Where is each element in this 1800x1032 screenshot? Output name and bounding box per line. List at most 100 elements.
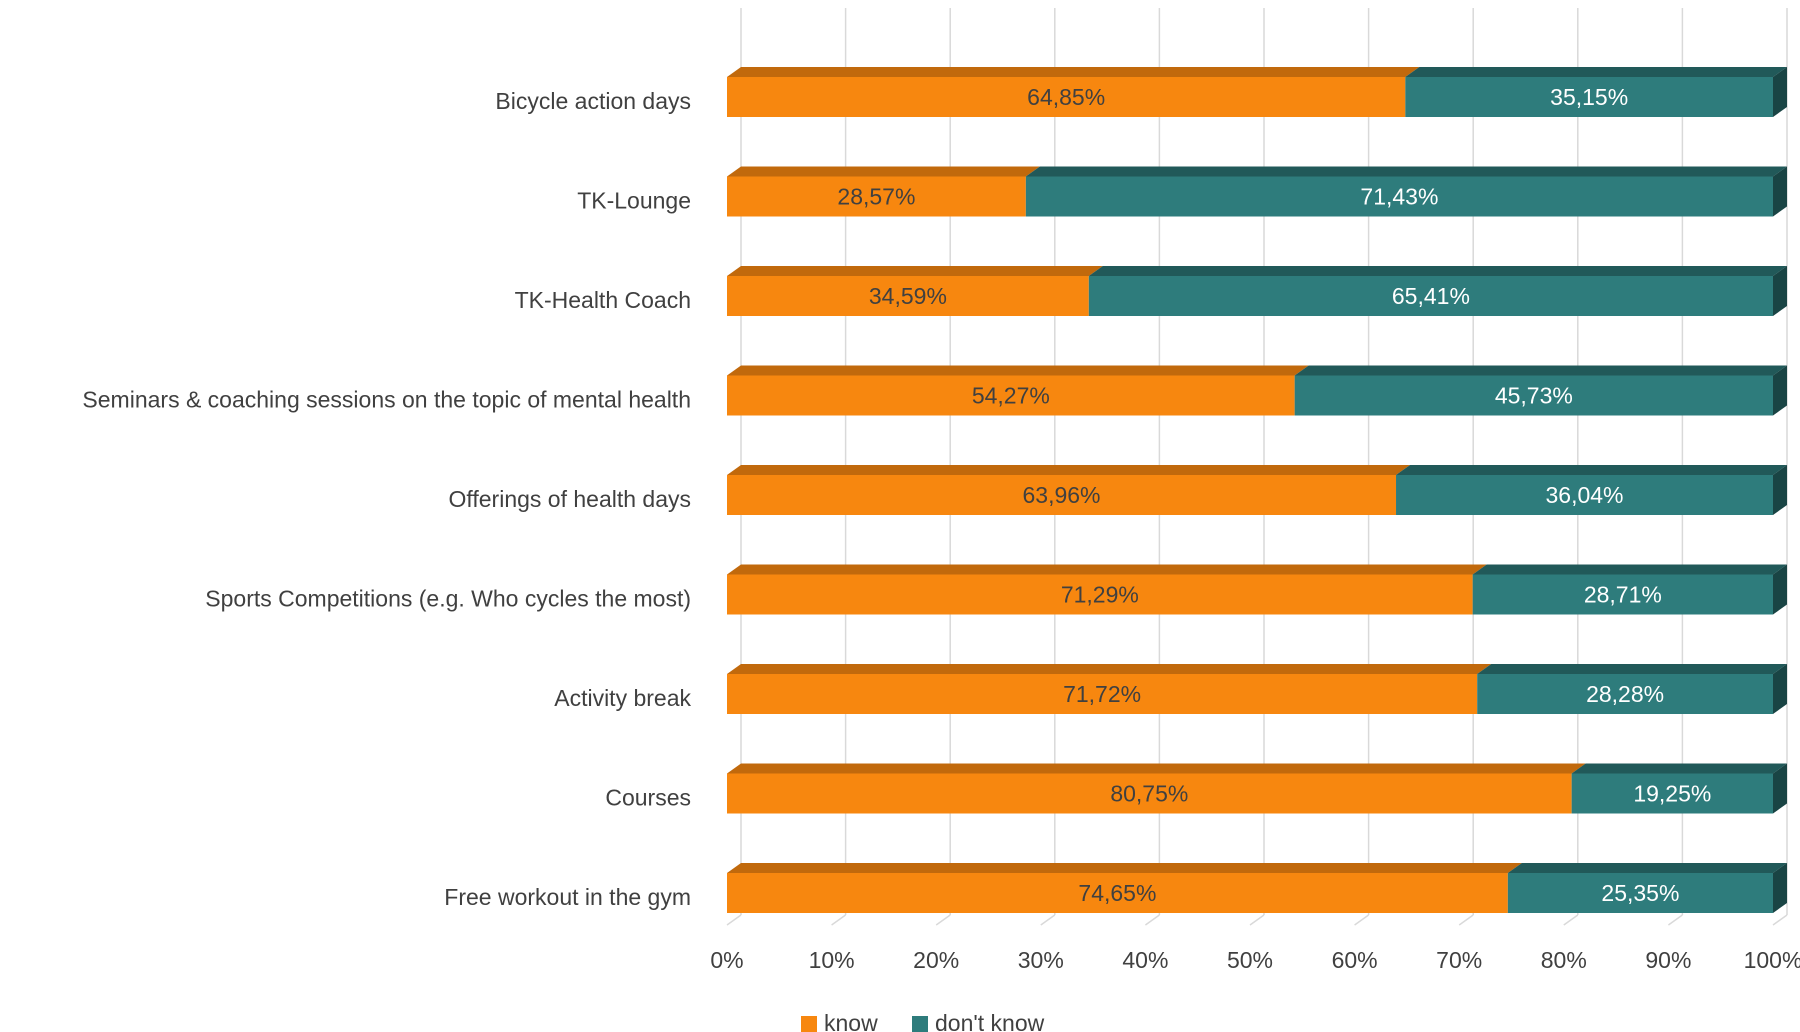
floor-gridline (1249, 914, 1265, 926)
floor-gridline (1144, 914, 1160, 926)
bar-top-know (727, 67, 1420, 77)
legend-label-dont-know: don't know (935, 1010, 1045, 1032)
category-label: TK-Lounge (577, 188, 691, 214)
data-label-know: 54,27% (972, 383, 1050, 409)
bar-top-know (727, 166, 1040, 177)
x-tick-label: 100% (1744, 947, 1800, 973)
bar-side-dont-know (1773, 67, 1787, 117)
bar-top-know (727, 465, 1411, 475)
bar-side-dont-know (1773, 465, 1787, 515)
floor-gridline (1458, 914, 1474, 926)
category-labels: Bicycle action days TK-Lounge TK-Health Co… (82, 88, 691, 910)
bar-top-know (727, 365, 1309, 376)
bar-dont-know (1294, 375, 1773, 416)
data-label-know: 71,72% (1063, 681, 1141, 707)
bar-dont-know (1472, 574, 1773, 615)
bar-side-dont-know (1773, 266, 1787, 316)
floor-gridline (726, 914, 742, 926)
data-label-know: 71,29% (1061, 582, 1139, 608)
bar-know (727, 276, 1089, 316)
data-label-dont-know: 19,25% (1633, 781, 1711, 807)
bar-know (727, 674, 1478, 714)
legend-label-know: know (824, 1010, 878, 1032)
data-label-know: 80,75% (1110, 781, 1188, 807)
bar-side-dont-know (1773, 564, 1787, 615)
bar-dont-know (1507, 873, 1773, 913)
bar-dont-know (1405, 77, 1773, 117)
bar-dont-know (1088, 276, 1773, 316)
x-tick-label: 60% (1332, 947, 1378, 973)
data-label-know: 63,96% (1023, 482, 1101, 508)
bar-top-dont-know (1396, 465, 1787, 475)
data-label-know: 34,59% (869, 283, 947, 309)
x-axis-tick-labels: 0% 10% 20% 30% 40% 50% 60% 70% 80% 90% 100% (710, 947, 1800, 973)
bar-know (727, 77, 1406, 117)
legend: know don't know (801, 1010, 1045, 1032)
bar-dont-know (1477, 674, 1773, 714)
bar-know (727, 375, 1295, 416)
data-label-dont-know: 71,43% (1360, 184, 1438, 210)
x-tick-label: 80% (1541, 947, 1587, 973)
category-label: Courses (605, 785, 691, 811)
bar-know (727, 873, 1508, 913)
data-label-know: 28,57% (837, 184, 915, 210)
category-label: Seminars & coaching sessions on the topi… (82, 387, 691, 413)
x-tick-label: 0% (710, 947, 743, 973)
bar-top-dont-know (1088, 266, 1787, 276)
bar-top-know (727, 863, 1522, 873)
floor-gridline (935, 914, 951, 926)
legend-swatch-dont-know (912, 1016, 928, 1032)
bar-top-know (727, 763, 1586, 774)
bar-dont-know (1025, 176, 1773, 217)
bar-side-dont-know (1773, 863, 1787, 913)
data-label-dont-know: 28,71% (1584, 582, 1662, 608)
x-tick-label: 50% (1227, 947, 1273, 973)
data-label-dont-know: 28,28% (1586, 681, 1664, 707)
data-label-dont-know: 35,15% (1550, 84, 1628, 110)
bar-top-dont-know (1405, 67, 1787, 77)
bar-top-know (727, 564, 1487, 575)
bar-know (727, 475, 1397, 515)
bar-top-know (727, 664, 1492, 674)
bar-dont-know (1571, 773, 1773, 814)
bar-know (727, 176, 1026, 217)
x-tick-label: 30% (1018, 947, 1064, 973)
category-label: TK-Health Coach (515, 287, 691, 313)
bar-know (727, 574, 1473, 615)
category-label: Bicycle action days (495, 88, 691, 114)
category-label: Activity break (554, 685, 691, 711)
bar-know (727, 773, 1572, 814)
bar-top-dont-know (1507, 863, 1787, 873)
data-label-dont-know: 65,41% (1392, 283, 1470, 309)
bar-side-dont-know (1773, 664, 1787, 714)
floor-gridline (1772, 914, 1788, 926)
floor-gridline (1040, 914, 1056, 926)
bar-top-dont-know (1571, 763, 1787, 774)
data-label-dont-know: 25,35% (1601, 880, 1679, 906)
bar-dont-know (1396, 475, 1773, 515)
bar-top-dont-know (1472, 564, 1787, 575)
floor-gridline (1354, 914, 1370, 926)
x-tick-label: 20% (913, 947, 959, 973)
x-tick-label: 70% (1436, 947, 1482, 973)
bar-side-dont-know (1773, 166, 1787, 217)
x-tick-label: 40% (1122, 947, 1168, 973)
floor-gridline (1667, 914, 1683, 926)
data-label-know: 74,65% (1078, 880, 1156, 906)
data-label-know: 64,85% (1027, 84, 1105, 110)
bar-side-dont-know (1773, 365, 1787, 416)
bars: 64,85% 35,15% 28,57% 71,43% 34,59% 65,41% 54,2… (727, 67, 1787, 913)
legend-swatch-know (801, 1016, 817, 1032)
category-label: Free workout in the gym (444, 884, 691, 910)
bar-side-dont-know (1773, 763, 1787, 814)
bar-top-dont-know (1294, 365, 1787, 376)
floor-gridline (831, 914, 847, 926)
data-label-dont-know: 45,73% (1495, 383, 1573, 409)
data-label-dont-know: 36,04% (1546, 482, 1624, 508)
x-tick-label: 90% (1645, 947, 1691, 973)
bar-top-know (727, 266, 1103, 276)
bar-top-dont-know (1477, 664, 1787, 674)
x-tick-label: 10% (809, 947, 855, 973)
category-label: Sports Competitions (e.g. Who cycles the… (205, 586, 691, 612)
